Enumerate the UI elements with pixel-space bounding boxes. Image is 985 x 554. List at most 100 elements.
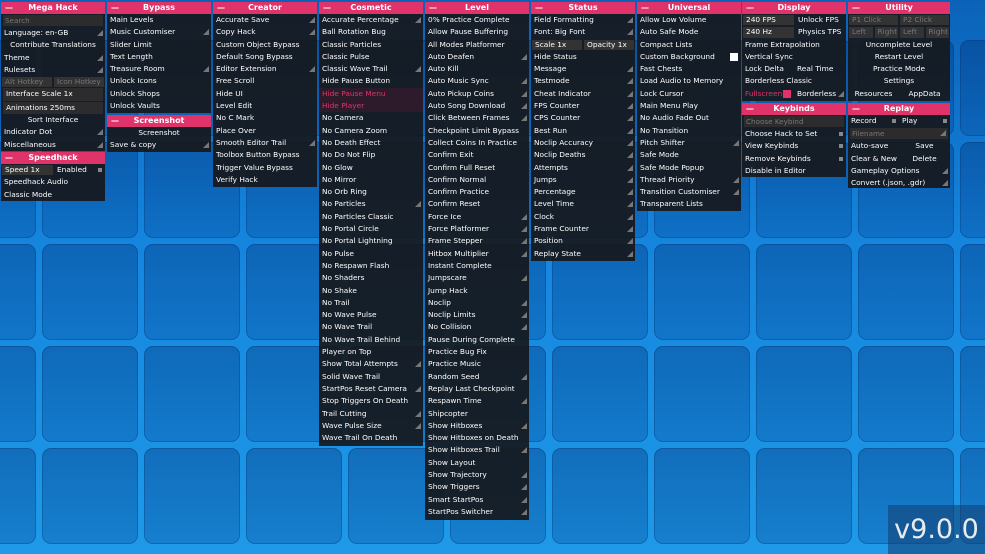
miscellaneous-item[interactable]: Miscellaneous bbox=[1, 139, 105, 151]
indicator-dot-item[interactable]: Indicator Dot bbox=[1, 126, 105, 138]
borderless-toggle[interactable]: Borderless bbox=[794, 88, 846, 100]
minimize-icon[interactable]: — bbox=[5, 3, 13, 12]
speedhack-header[interactable]: — Speedhack bbox=[1, 152, 105, 164]
toggle-custom-background[interactable]: Custom Background bbox=[637, 51, 741, 63]
minimize-icon[interactable]: — bbox=[111, 116, 119, 125]
toggle-view-keybinds[interactable]: View Keybinds bbox=[742, 140, 846, 152]
toggle-place-over[interactable]: Place Over bbox=[213, 125, 317, 137]
p2-click-input[interactable]: P2 Click bbox=[900, 15, 949, 26]
toggle-show-layout[interactable]: Show Layout bbox=[425, 457, 529, 469]
toggle-wave-pulse-size[interactable]: Wave Pulse Size bbox=[319, 420, 423, 432]
toggle-classic-pulse[interactable]: Classic Pulse bbox=[319, 51, 423, 63]
resources-button[interactable]: Resources bbox=[854, 88, 893, 98]
toggle-auto-music-sync[interactable]: Auto Music Sync bbox=[425, 75, 529, 87]
toggle-no-trail[interactable]: No Trail bbox=[319, 297, 423, 309]
save-button[interactable]: Save bbox=[915, 141, 934, 151]
lock-delta-toggle[interactable]: Lock Delta bbox=[745, 64, 784, 74]
toggle-confirm-full-reset[interactable]: Confirm Full Reset bbox=[425, 162, 529, 174]
toggle-confirm-normal[interactable]: Confirm Normal bbox=[425, 174, 529, 186]
toggle-no-mirror[interactable]: No Mirror bbox=[319, 174, 423, 186]
cosmetic-header[interactable]: — Cosmetic bbox=[319, 2, 423, 14]
enabled-toggle[interactable]: Enabled bbox=[54, 164, 105, 176]
toggle-trail-cutting[interactable]: Trail Cutting bbox=[319, 408, 423, 420]
toggle-allow-low-volume[interactable]: Allow Low Volume bbox=[637, 14, 741, 26]
toggle-noclip-limits[interactable]: Noclip Limits bbox=[425, 309, 529, 321]
appdata-button[interactable]: AppData bbox=[908, 88, 941, 98]
toggle-accurate-percentage[interactable]: Accurate Percentage bbox=[319, 14, 423, 26]
toggle-no-portal-lightning[interactable]: No Portal Lightning bbox=[319, 235, 423, 247]
toggle-replay-state[interactable]: Replay State bbox=[531, 248, 635, 260]
toggle-startpos-reset-camera[interactable]: StartPos Reset Camera bbox=[319, 383, 423, 395]
toggle-level-time[interactable]: Level Time bbox=[531, 198, 635, 210]
play-toggle[interactable]: Play bbox=[899, 115, 950, 127]
toggle-classic-particles[interactable]: Classic Particles bbox=[319, 39, 423, 51]
practice-mode-button[interactable]: Practice Mode bbox=[872, 64, 925, 74]
toggle-free-scroll[interactable]: Free Scroll bbox=[213, 75, 317, 87]
toggle-hide-pause-menu[interactable]: Hide Pause Menu bbox=[319, 87, 423, 101]
bypass-header[interactable]: — Bypass bbox=[107, 2, 211, 14]
toggle-instant-complete[interactable]: Instant Complete bbox=[425, 260, 529, 272]
toggle-no-wave-trail[interactable]: No Wave Trail bbox=[319, 321, 423, 333]
toggle-hitbox-multiplier[interactable]: Hitbox Multiplier bbox=[425, 248, 529, 260]
creator-header[interactable]: — Creator bbox=[213, 2, 317, 14]
toggle-thread-priority[interactable]: Thread Priority bbox=[637, 174, 741, 186]
toggle-no-wave-pulse[interactable]: No Wave Pulse bbox=[319, 309, 423, 321]
toggle-solid-wave-trail[interactable]: Solid Wave Trail bbox=[319, 371, 423, 383]
fullscreen-toggle[interactable]: Fullscreen bbox=[742, 88, 794, 100]
toggle-copy-hack[interactable]: Copy Hack bbox=[213, 26, 317, 38]
choose-keybind-input[interactable]: Choose Keybind bbox=[744, 116, 844, 127]
p1-left-input[interactable]: Left bbox=[849, 27, 873, 38]
sort-interface-button[interactable]: Sort Interface bbox=[27, 115, 79, 125]
p1-right-input[interactable]: Right bbox=[874, 27, 898, 38]
toggle-no-wave-trail-behind[interactable]: No Wave Trail Behind bbox=[319, 334, 423, 346]
alt-hotkey-input[interactable]: Alt Hotkey bbox=[2, 77, 52, 88]
language-select[interactable]: Language: en-GB bbox=[1, 27, 105, 39]
status-header[interactable]: — Status bbox=[531, 2, 635, 14]
autosave-toggle[interactable]: Auto-save bbox=[848, 140, 899, 152]
toggle-editor-extension[interactable]: Editor Extension bbox=[213, 63, 317, 75]
toggle-toolbox-button-bypass[interactable]: Toolbox Button Bypass bbox=[213, 149, 317, 161]
toggle-auto-deafen[interactable]: Auto Deafen bbox=[425, 51, 529, 63]
toggle-no-collision[interactable]: No Collision bbox=[425, 321, 529, 333]
toggle-treasure-room[interactable]: Treasure Room bbox=[107, 63, 211, 75]
level-header[interactable]: — Level bbox=[425, 2, 529, 14]
toggle-smart-startpos[interactable]: Smart StartPos bbox=[425, 494, 529, 506]
replay-header[interactable]: — Replay bbox=[848, 103, 950, 115]
unlock-fps-toggle[interactable]: Unlock FPS bbox=[798, 15, 839, 24]
toggle-fps-counter[interactable]: FPS Counter bbox=[531, 100, 635, 112]
toggle-hide-pause-button[interactable]: Hide Pause Button bbox=[319, 75, 423, 87]
toggle-all-modes-platformer[interactable]: All Modes Platformer bbox=[425, 39, 529, 51]
toggle-cps-counter[interactable]: CPS Counter bbox=[531, 112, 635, 124]
toggle-clock[interactable]: Clock bbox=[531, 211, 635, 223]
opacity-input[interactable]: Opacity 1x bbox=[584, 39, 634, 50]
animations-input[interactable]: Animations 250ms bbox=[3, 101, 103, 115]
toggle-practice-music[interactable]: Practice Music bbox=[425, 358, 529, 370]
toggle-force-platformer[interactable]: Force Platformer bbox=[425, 223, 529, 235]
toggle-show-trajectory[interactable]: Show Trajectory bbox=[425, 469, 529, 481]
toggle-show-triggers[interactable]: Show Triggers bbox=[425, 481, 529, 493]
toggle-custom-object-bypass[interactable]: Custom Object Bypass bbox=[213, 39, 317, 51]
toggle-classic-wave-trail[interactable]: Classic Wave Trail bbox=[319, 63, 423, 75]
toggle-replay-last-checkpoint[interactable]: Replay Last Checkpoint bbox=[425, 383, 529, 395]
minimize-icon[interactable]: — bbox=[111, 3, 119, 12]
toggle-trigger-value-bypass[interactable]: Trigger Value Bypass bbox=[213, 162, 317, 174]
p1-click-input[interactable]: P1 Click bbox=[849, 15, 898, 26]
toggle-noclip[interactable]: Noclip bbox=[425, 297, 529, 309]
utility-header[interactable]: — Utility bbox=[848, 2, 950, 14]
toggle-default-song-bypass[interactable]: Default Song Bypass bbox=[213, 51, 317, 63]
toggle-no-shake[interactable]: No Shake bbox=[319, 285, 423, 297]
font-select[interactable]: Font: Big Font bbox=[531, 26, 635, 38]
toggle-no-shaders[interactable]: No Shaders bbox=[319, 272, 423, 284]
toggle-no-camera[interactable]: No Camera bbox=[319, 112, 423, 124]
keybinds-header[interactable]: — Keybinds bbox=[742, 103, 846, 115]
speedhack-audio-toggle[interactable]: Speedhack Audio bbox=[4, 177, 69, 187]
scale-input[interactable]: Scale 1x bbox=[532, 39, 582, 50]
display-header[interactable]: — Display bbox=[742, 2, 846, 14]
gameplay-options-item[interactable]: Gameplay Options bbox=[848, 165, 950, 177]
toggle-disable-in-editor[interactable]: Disable in Editor bbox=[742, 165, 846, 177]
toggle-allow-pause-buffering[interactable]: Allow Pause Buffering bbox=[425, 26, 529, 38]
field-formatting-item[interactable]: Field Formatting bbox=[531, 14, 635, 26]
toggle-no-orb-ring[interactable]: No Orb Ring bbox=[319, 186, 423, 198]
toggle-no-glow[interactable]: No Glow bbox=[319, 162, 423, 174]
minimize-icon[interactable]: — bbox=[323, 3, 331, 12]
